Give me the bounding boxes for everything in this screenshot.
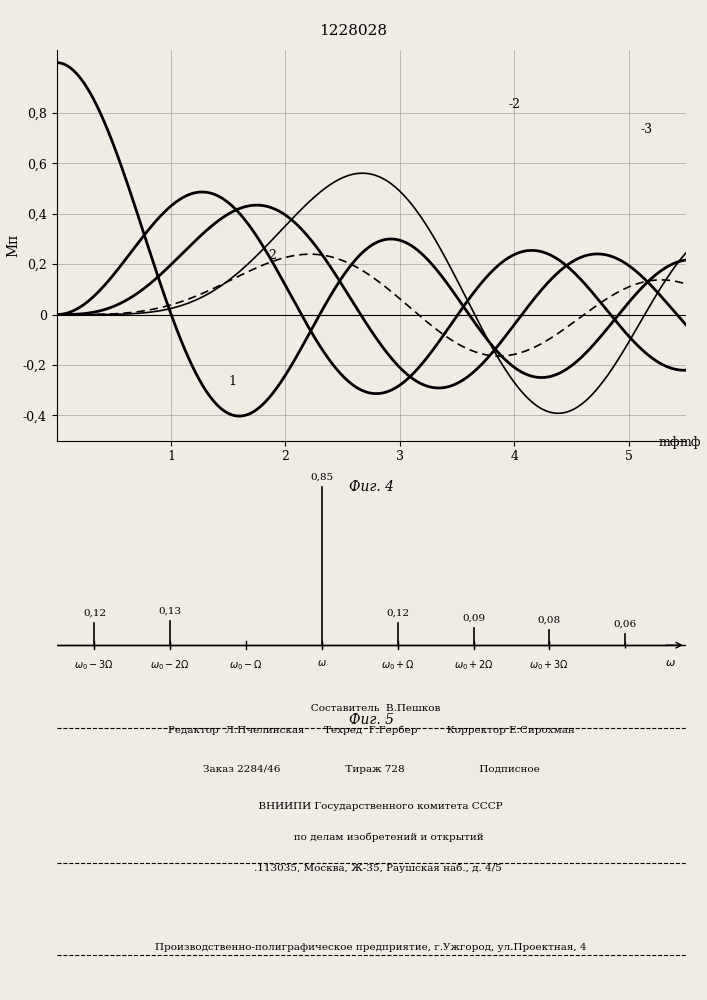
Text: Производственно-полиграфическое предприятие, г.Ужгород, ул.Проектная, 4: Производственно-полиграфическое предприя… [156, 943, 587, 952]
Text: $\omega_0-\Omega$: $\omega_0-\Omega$ [229, 658, 263, 672]
Text: -2: -2 [508, 98, 520, 111]
Text: $\omega$: $\omega$ [317, 658, 327, 668]
Text: по делам изобретений и открытий: по делам изобретений и открытий [258, 833, 484, 842]
Text: mф: mф [658, 436, 680, 449]
Text: Заказ 2284/46                    Тираж 728                       Подписное: Заказ 2284/46 Тираж 728 Подписное [203, 765, 539, 774]
Text: $\omega_0-2\Omega$: $\omega_0-2\Omega$ [151, 658, 190, 672]
Text: Составитель  В.Пешков: Составитель В.Пешков [301, 704, 441, 713]
Text: $\omega_0-3\Omega$: $\omega_0-3\Omega$ [74, 658, 115, 672]
Text: 0,12: 0,12 [386, 608, 409, 617]
Text: 0,12: 0,12 [83, 608, 106, 617]
Text: $\omega$: $\omega$ [665, 658, 676, 668]
Text: $\omega_0+\Omega$: $\omega_0+\Omega$ [381, 658, 414, 672]
Text: Фиг. 4: Фиг. 4 [349, 480, 394, 494]
Text: 0,09: 0,09 [462, 614, 485, 623]
Text: 0,06: 0,06 [614, 619, 637, 628]
Text: Редактор  Л.Пчелинская      Техред  Г.Гербер         Корректор Е.Сирохман: Редактор Л.Пчелинская Техред Г.Гербер Ко… [168, 725, 575, 735]
Text: $\omega_0+3\Omega$: $\omega_0+3\Omega$ [530, 658, 569, 672]
Text: 0,13: 0,13 [158, 606, 182, 615]
Text: Фиг. 5: Фиг. 5 [349, 713, 394, 727]
Y-axis label: Мп: Мп [6, 234, 20, 257]
Text: 0,08: 0,08 [538, 616, 561, 625]
Text: 2: 2 [268, 249, 276, 262]
Text: mф: mф [680, 436, 701, 449]
Text: .113035, Москва, Ж-35, Раушская наб., д. 4/5: .113035, Москва, Ж-35, Раушская наб., д.… [241, 863, 501, 873]
Text: 0,85: 0,85 [310, 473, 334, 482]
Text: -3: -3 [640, 123, 652, 136]
Text: 1: 1 [228, 375, 236, 388]
Text: ВНИИПИ Государственного комитета СССР: ВНИИПИ Государственного комитета СССР [240, 802, 503, 811]
Text: $\omega_0+2\Omega$: $\omega_0+2\Omega$ [454, 658, 493, 672]
Text: 1228028: 1228028 [320, 24, 387, 38]
